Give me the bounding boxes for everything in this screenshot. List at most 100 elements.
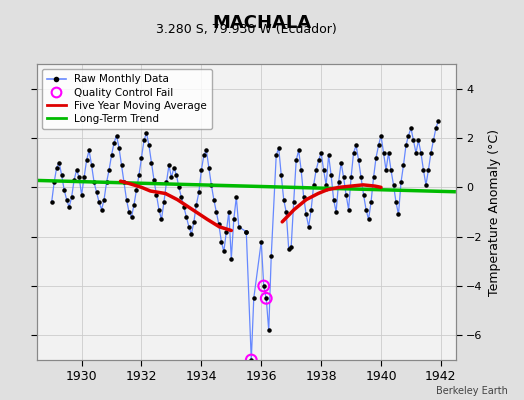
Point bbox=[232, 194, 241, 200]
Point bbox=[289, 199, 298, 205]
Point bbox=[117, 162, 126, 168]
Point bbox=[132, 186, 140, 193]
Point bbox=[324, 152, 333, 158]
Point bbox=[242, 228, 250, 235]
Point bbox=[242, 228, 250, 235]
Point bbox=[235, 224, 243, 230]
Point bbox=[72, 167, 81, 173]
Point bbox=[205, 164, 213, 171]
Point bbox=[387, 167, 395, 173]
Point bbox=[120, 179, 128, 186]
Point bbox=[215, 221, 223, 228]
Point bbox=[52, 164, 61, 171]
Point bbox=[392, 199, 400, 205]
Point bbox=[92, 189, 101, 196]
Point bbox=[70, 177, 78, 183]
Point bbox=[427, 150, 435, 156]
Point bbox=[107, 152, 116, 158]
Point bbox=[429, 137, 438, 144]
Point bbox=[55, 160, 63, 166]
Point bbox=[137, 154, 146, 161]
Point bbox=[265, 327, 273, 334]
Point bbox=[262, 295, 270, 302]
Point bbox=[282, 209, 290, 215]
Point bbox=[342, 192, 350, 198]
Point bbox=[207, 182, 215, 188]
Point bbox=[272, 152, 280, 158]
Point bbox=[330, 196, 338, 203]
Point bbox=[105, 167, 113, 173]
Point bbox=[340, 174, 348, 181]
Point bbox=[170, 164, 178, 171]
Point bbox=[227, 256, 235, 262]
Point bbox=[384, 150, 392, 156]
Point bbox=[377, 132, 385, 139]
Point bbox=[334, 179, 343, 186]
Point bbox=[247, 357, 256, 363]
Point bbox=[317, 150, 325, 156]
Point bbox=[294, 147, 303, 154]
Point bbox=[225, 209, 233, 215]
Point bbox=[222, 228, 231, 235]
Point bbox=[434, 118, 443, 124]
Point bbox=[394, 211, 402, 218]
Point bbox=[379, 150, 388, 156]
Point bbox=[359, 192, 368, 198]
Point bbox=[192, 201, 201, 208]
Point bbox=[374, 142, 383, 149]
Point bbox=[82, 157, 91, 164]
Point bbox=[197, 167, 205, 173]
Point bbox=[344, 206, 353, 213]
Point bbox=[48, 199, 56, 205]
Point bbox=[292, 157, 300, 164]
Point bbox=[337, 160, 345, 166]
Point bbox=[60, 186, 68, 193]
Point bbox=[432, 125, 440, 131]
Point bbox=[277, 172, 286, 178]
Point bbox=[249, 295, 258, 302]
Point bbox=[279, 196, 288, 203]
Point bbox=[307, 206, 315, 213]
Point bbox=[230, 216, 238, 222]
Point bbox=[397, 179, 405, 186]
Point bbox=[399, 162, 408, 168]
Point bbox=[422, 182, 430, 188]
Point bbox=[362, 206, 370, 213]
Point bbox=[304, 224, 313, 230]
Text: Berkeley Earth: Berkeley Earth bbox=[436, 386, 508, 396]
Point bbox=[174, 184, 183, 190]
Point bbox=[115, 145, 123, 151]
Point bbox=[332, 209, 340, 215]
Point bbox=[302, 211, 310, 218]
Point bbox=[187, 231, 195, 237]
Point bbox=[110, 140, 118, 146]
Point bbox=[102, 179, 111, 186]
Point bbox=[347, 174, 355, 181]
Point bbox=[143, 130, 151, 136]
Point bbox=[300, 194, 308, 200]
Point bbox=[88, 162, 96, 168]
Point bbox=[327, 172, 335, 178]
Point bbox=[95, 199, 103, 205]
Point bbox=[78, 192, 86, 198]
Point bbox=[247, 357, 256, 363]
Point bbox=[200, 152, 208, 158]
Point bbox=[202, 147, 211, 154]
Point bbox=[322, 182, 330, 188]
Point bbox=[417, 150, 425, 156]
Point bbox=[190, 219, 198, 225]
Point bbox=[382, 167, 390, 173]
Point bbox=[262, 295, 270, 302]
Point bbox=[147, 160, 156, 166]
Point bbox=[75, 174, 83, 181]
Point bbox=[80, 174, 88, 181]
Point bbox=[259, 283, 268, 289]
Point bbox=[97, 206, 106, 213]
Point bbox=[259, 283, 268, 289]
Point bbox=[409, 137, 418, 144]
Point bbox=[367, 199, 375, 205]
Point bbox=[350, 150, 358, 156]
Point bbox=[62, 196, 71, 203]
Point bbox=[182, 214, 191, 220]
Point bbox=[85, 147, 93, 154]
